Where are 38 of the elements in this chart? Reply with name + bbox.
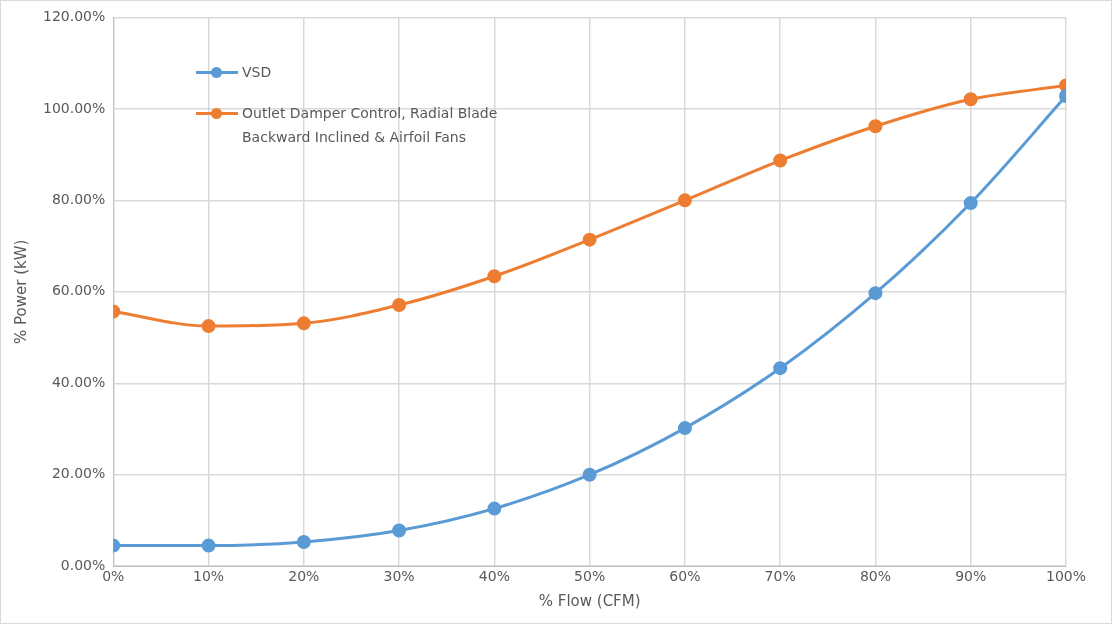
x-axis-title: % Flow (CFM) [538,591,641,610]
x-tick-label: 90% [955,568,987,585]
point [963,196,978,211]
y-tick-label: 80.00% [51,190,106,207]
point [201,319,216,334]
point [296,316,311,331]
point [868,286,883,301]
point [582,467,597,482]
y-tick-label: 40.00% [51,373,106,390]
x-tick-label: 70% [764,568,796,585]
y-tick-label: 120.00% [42,8,106,25]
x-tick-label: 20% [288,568,320,585]
point [773,361,788,376]
y-tick-label: 20.00% [51,465,106,482]
point [773,153,788,168]
x-tick-label: 40% [478,568,510,585]
legend-label: Outlet Damper Control, Radial Blade Backward Inclined & Airfoil Fans [242,104,499,147]
point [677,193,692,208]
legend-label: VSD [242,63,272,82]
y-tick-label: 60.00% [51,282,106,299]
point [296,534,311,549]
y-axis-title: % Power (kW) [11,239,30,344]
x-tick-label: 50% [574,568,606,585]
point [392,298,407,313]
x-tick-label: 10% [193,568,225,585]
point [963,92,978,107]
point [487,269,502,284]
x-tick-label: 60% [669,568,701,585]
y-tick-label: 100.00% [42,99,106,116]
point [201,538,216,553]
x-tick-label: 80% [859,568,892,585]
x-tick-label: 30% [383,568,415,585]
point [392,523,407,538]
point [582,232,597,247]
x-tick-label: 100% [1045,568,1087,585]
point [487,501,502,516]
point [868,119,883,134]
point [677,421,692,436]
